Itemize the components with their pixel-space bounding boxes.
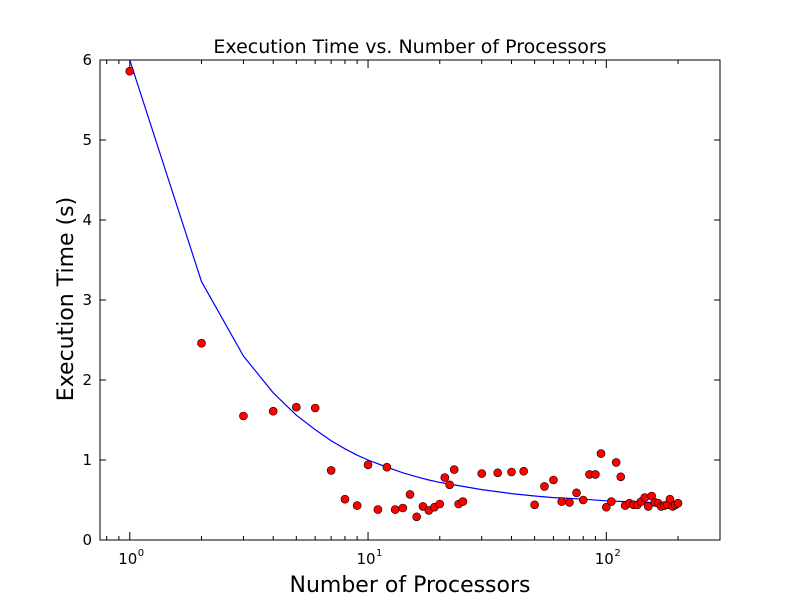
data-point xyxy=(565,498,574,507)
y-tick-label: 4 xyxy=(82,211,92,229)
data-point xyxy=(572,488,581,498)
data-point xyxy=(239,411,248,421)
data-point xyxy=(418,502,428,511)
chart-title: Execution Time vs. Number of Processors xyxy=(213,36,606,58)
data-point xyxy=(382,462,392,472)
data-point xyxy=(477,469,487,478)
data-point xyxy=(125,66,135,76)
data-point xyxy=(549,475,558,485)
data-point xyxy=(602,502,611,512)
data-point xyxy=(268,406,278,416)
y-tick-label: 5 xyxy=(82,131,92,149)
data-point xyxy=(412,512,421,522)
data-point xyxy=(292,402,301,412)
data-point xyxy=(326,466,336,475)
data-point xyxy=(591,470,600,479)
data-point xyxy=(449,465,459,474)
data-point xyxy=(607,497,616,506)
data-point xyxy=(611,458,621,467)
data-point xyxy=(540,482,549,491)
data-point xyxy=(596,449,606,458)
data-point xyxy=(197,338,206,348)
data-point xyxy=(310,403,320,413)
data-point xyxy=(363,460,373,470)
data-point xyxy=(445,480,454,490)
y-axis-label: Execution Time (s) xyxy=(54,197,79,401)
x-axis-label: Number of Processors xyxy=(290,573,531,598)
data-point xyxy=(643,502,653,511)
data-point xyxy=(557,497,567,506)
data-point xyxy=(673,498,683,508)
data-point xyxy=(616,472,626,482)
data-point xyxy=(373,505,383,514)
x-tick-exponent: 0 xyxy=(138,548,144,559)
y-tick-label: 6 xyxy=(82,51,92,69)
data-point xyxy=(440,473,450,482)
data-point xyxy=(519,466,528,476)
data-point xyxy=(398,503,408,513)
y-tick-label: 2 xyxy=(82,371,92,389)
x-tick-exponent: 1 xyxy=(376,548,382,559)
data-point xyxy=(390,505,400,514)
x-tick-exponent: 2 xyxy=(614,548,620,559)
y-tick-label: 0 xyxy=(82,531,92,549)
data-point xyxy=(458,497,468,506)
data-point xyxy=(405,490,415,499)
data-point xyxy=(340,494,350,504)
data-point xyxy=(352,501,362,510)
data-point xyxy=(578,495,588,505)
data-point xyxy=(507,467,516,477)
data-point xyxy=(435,499,445,509)
x-tick-label: 10 xyxy=(595,550,614,568)
data-point xyxy=(530,500,539,510)
x-tick-label: 10 xyxy=(356,550,375,568)
series-layer xyxy=(125,60,683,522)
data-point xyxy=(493,468,502,478)
y-tick-label: 3 xyxy=(82,291,92,309)
x-tick-label: 10 xyxy=(118,550,137,568)
y-tick-label: 1 xyxy=(82,451,92,469)
